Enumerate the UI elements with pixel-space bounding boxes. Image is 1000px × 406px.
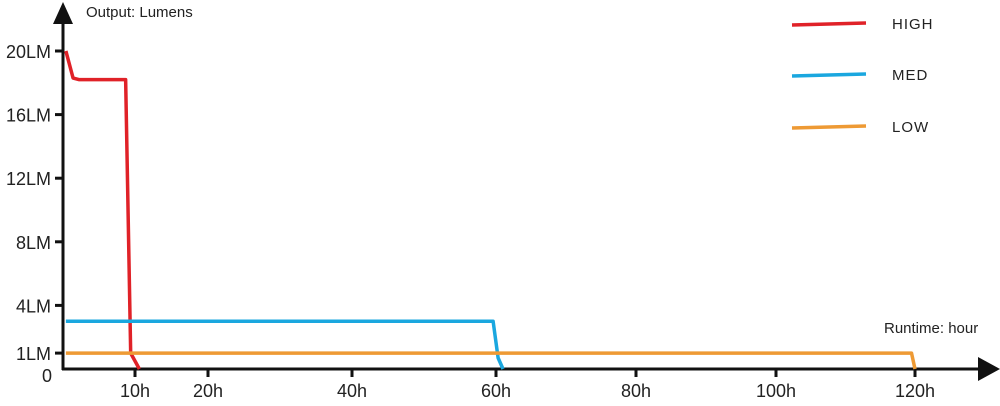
y-tick-label: 0 (42, 366, 52, 386)
x-tick-label: 40h (337, 381, 367, 401)
y-tick-label: 4LM (16, 296, 51, 316)
legend-label: MED (892, 67, 928, 84)
x-tick-label: 20h (193, 381, 223, 401)
series-line-high (64, 50, 141, 370)
x-tick-label: 100h (756, 381, 796, 401)
y-tick-label: 16LM (6, 106, 51, 126)
x-tick-label: 80h (621, 381, 651, 401)
y-tick-label: 1LM (16, 344, 51, 364)
x-tick-label: 120h (895, 381, 935, 401)
y-tick-label: 8LM (16, 233, 51, 253)
series-line-low (65, 351, 917, 370)
x-axis-title: Runtime: hour (884, 320, 978, 337)
y-axis-title: Output: Lumens (86, 4, 193, 21)
legend-swatch (791, 21, 867, 27)
legend-label: HIGH (892, 16, 934, 33)
legend-swatch (791, 124, 867, 130)
y-axis-arrow-icon (53, 2, 73, 24)
legend-label: LOW (892, 119, 929, 136)
legend-item-low: LOW (791, 119, 929, 136)
x-tick-label: 10h (120, 381, 150, 401)
legend-item-high: HIGH (791, 16, 934, 33)
y-tick-label: 20LM (6, 42, 51, 62)
series-line-med (65, 319, 505, 370)
x-tick-label: 60h (481, 381, 511, 401)
legend-item-med: MED (791, 67, 928, 84)
x-axis-arrow-icon (978, 357, 1000, 381)
y-tick-label: 12LM (6, 169, 51, 189)
legend-swatch (791, 72, 867, 78)
axes: Output: Lumens Runtime: hour (53, 2, 1000, 381)
